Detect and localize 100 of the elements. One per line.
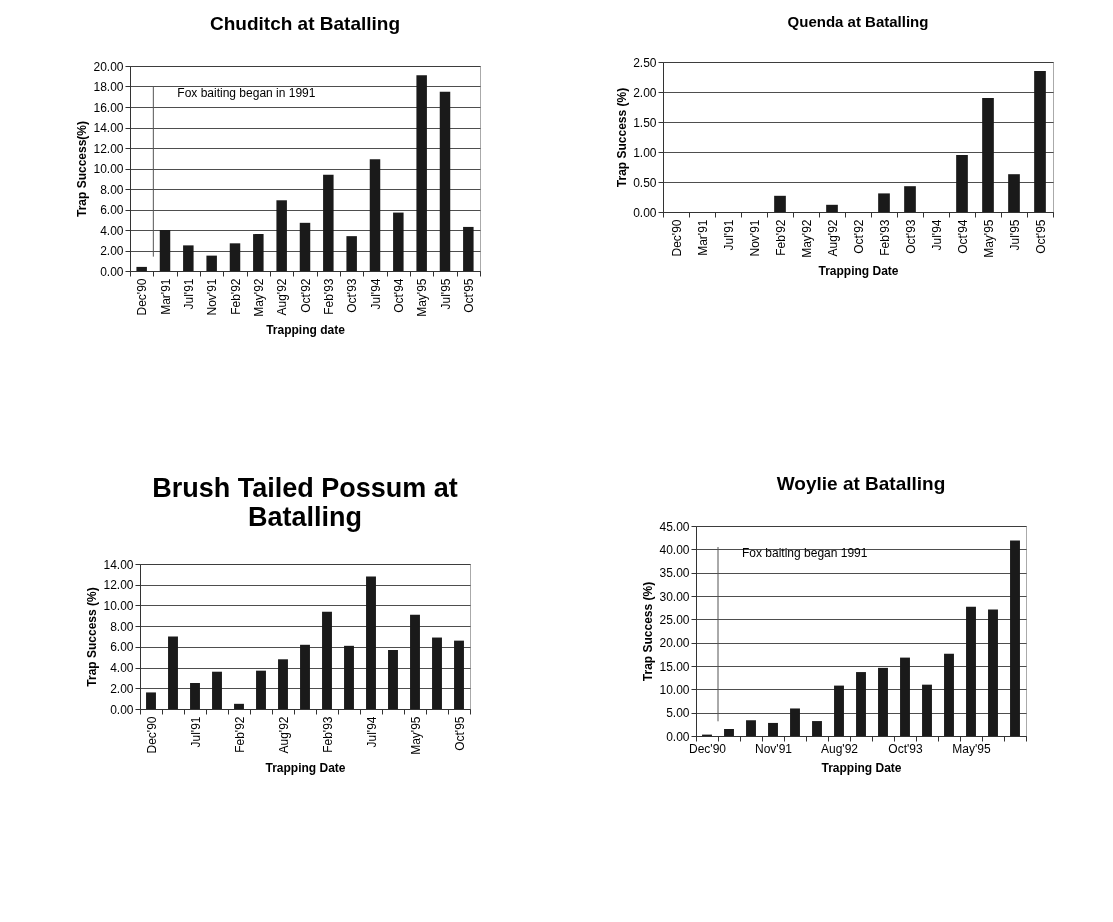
bar bbox=[903, 186, 916, 212]
x-tick-label: May'95 bbox=[415, 278, 430, 317]
chart-title: Brush Tailed Possum at Batalling bbox=[152, 473, 458, 532]
y-tick-label: 20.00 bbox=[93, 59, 124, 74]
x-tick-label: Oct'95 bbox=[1033, 219, 1047, 254]
y-tick-label: 45.00 bbox=[659, 519, 690, 534]
y-tick-label: 8.00 bbox=[100, 182, 124, 197]
y-tick-label: 25.00 bbox=[659, 612, 690, 627]
y-tick-label: 0.00 bbox=[100, 264, 124, 279]
y-tick-label: 20.00 bbox=[659, 636, 690, 651]
x-tick-label: Jul'95 bbox=[1007, 219, 1021, 251]
x-tick-label: Jul'91 bbox=[721, 219, 735, 251]
y-tick-label: 12.00 bbox=[93, 141, 124, 156]
x-tick-label: May'95 bbox=[408, 716, 423, 755]
y-tick-label: 40.00 bbox=[659, 542, 690, 557]
x-tick-label: Jul'95 bbox=[438, 278, 453, 310]
y-tick-label: 2.00 bbox=[100, 244, 124, 258]
y-axis-title: Trap Success (%) bbox=[641, 581, 656, 682]
y-tick-label: 8.00 bbox=[110, 619, 134, 634]
y-axis-title: Trap Success (%) bbox=[85, 587, 100, 687]
y-tick-label: 10.00 bbox=[103, 598, 134, 613]
x-tick-label: Oct'93 bbox=[903, 219, 917, 254]
bar bbox=[146, 692, 156, 709]
y-tick-label: 14.00 bbox=[93, 121, 124, 135]
chart-title: Woylie at Batalling bbox=[776, 473, 946, 494]
y-tick-label: 1.50 bbox=[632, 115, 657, 130]
x-tick-label: May'92 bbox=[251, 278, 266, 317]
x-tick-label: Feb'92 bbox=[773, 219, 787, 256]
x-tick-label: Nov'91 bbox=[755, 741, 793, 756]
x-tick-label: May'92 bbox=[799, 219, 813, 258]
y-tick-label: 10.00 bbox=[659, 682, 690, 697]
y-tick-label: 0.00 bbox=[666, 729, 690, 744]
x-tick-label: Jul'94 bbox=[929, 219, 943, 251]
x-tick-label: Mar'91 bbox=[695, 219, 709, 256]
x-tick-label: Jul'91 bbox=[188, 716, 203, 748]
bar bbox=[768, 722, 778, 736]
x-tick-label: Jul'94 bbox=[364, 716, 379, 748]
bar bbox=[825, 204, 838, 212]
x-tick-label: Feb'92 bbox=[232, 716, 247, 753]
x-tick-label: Feb'93 bbox=[877, 219, 891, 256]
bar bbox=[724, 729, 734, 736]
y-tick-label: 2.00 bbox=[632, 85, 657, 100]
y-tick-label: 2.50 bbox=[632, 55, 657, 70]
x-tick-label: May'95 bbox=[981, 219, 995, 258]
x-tick-label: Dec'90 bbox=[669, 219, 683, 257]
x-tick-label: Oct'92 bbox=[298, 278, 313, 313]
x-axis-title: Trapping Date bbox=[817, 263, 899, 278]
x-tick-label: Aug'92 bbox=[276, 716, 291, 754]
x-tick-label: Jul'94 bbox=[368, 278, 383, 310]
x-tick-label: Feb'93 bbox=[321, 278, 336, 315]
x-tick-label: Oct'95 bbox=[461, 278, 476, 313]
bar bbox=[877, 193, 890, 212]
bar bbox=[812, 721, 822, 736]
x-tick-label: Aug'92 bbox=[821, 741, 859, 756]
y-tick-label: 0.50 bbox=[632, 175, 657, 190]
y-axis-title: Trap Success (%) bbox=[614, 87, 629, 188]
x-axis-title: Trapping date bbox=[266, 322, 346, 337]
x-axis-title: Trapping Date bbox=[265, 760, 346, 775]
bar bbox=[206, 255, 217, 271]
x-tick-label: Oct'94 bbox=[955, 219, 969, 254]
y-tick-label: 6.00 bbox=[110, 640, 134, 655]
x-tick-label: Dec'90 bbox=[144, 716, 159, 754]
x-axis-title: Trapping Date bbox=[821, 760, 902, 775]
x-tick-label: Dec'90 bbox=[689, 741, 727, 756]
chart-title: Quenda at Batalling bbox=[787, 13, 928, 30]
bar bbox=[234, 703, 244, 709]
x-tick-label: May'95 bbox=[952, 741, 991, 756]
y-tick-label: 18.00 bbox=[93, 80, 124, 94]
y-tick-label: 35.00 bbox=[659, 566, 690, 581]
bar bbox=[746, 720, 756, 736]
chart-title: Chuditch at Batalling bbox=[210, 13, 400, 34]
y-tick-label: 15.00 bbox=[659, 659, 690, 674]
y-tick-label: 12.00 bbox=[103, 578, 134, 593]
y-tick-label: 4.00 bbox=[110, 661, 134, 676]
y-tick-label: 10.00 bbox=[93, 162, 124, 176]
y-tick-label: 4.00 bbox=[100, 223, 124, 238]
x-tick-label: Nov'91 bbox=[205, 278, 220, 316]
x-tick-label: Feb'93 bbox=[320, 716, 335, 753]
x-tick-label: Dec'90 bbox=[135, 278, 150, 316]
x-tick-label: Aug'92 bbox=[825, 219, 839, 257]
y-tick-label: 2.00 bbox=[110, 681, 134, 696]
x-tick-label: Feb'92 bbox=[228, 278, 243, 315]
y-tick-label: 30.00 bbox=[659, 589, 690, 604]
x-tick-label: Nov'91 bbox=[747, 219, 761, 257]
y-tick-label: 5.00 bbox=[666, 706, 690, 721]
x-tick-label: Aug'92 bbox=[275, 278, 290, 316]
x-tick-label: Jul'91 bbox=[181, 278, 196, 310]
y-tick-label: 1.00 bbox=[632, 145, 657, 160]
y-tick-label: 6.00 bbox=[100, 203, 124, 217]
x-tick-label: Oct'93 bbox=[888, 741, 923, 756]
bar bbox=[136, 266, 147, 271]
ref-line-label: Fox baiting began in 1991 bbox=[177, 85, 316, 100]
y-tick-label: 0.00 bbox=[110, 702, 134, 717]
x-tick-label: Oct'93 bbox=[345, 278, 360, 313]
ref-line-label: Fox baiting began 1991 bbox=[742, 546, 868, 561]
x-tick-label: Oct'92 bbox=[851, 219, 865, 254]
bar bbox=[773, 195, 786, 212]
x-tick-label: Oct'94 bbox=[391, 278, 406, 313]
y-tick-label: 0.00 bbox=[632, 205, 657, 220]
x-tick-label: Oct'95 bbox=[452, 716, 467, 751]
